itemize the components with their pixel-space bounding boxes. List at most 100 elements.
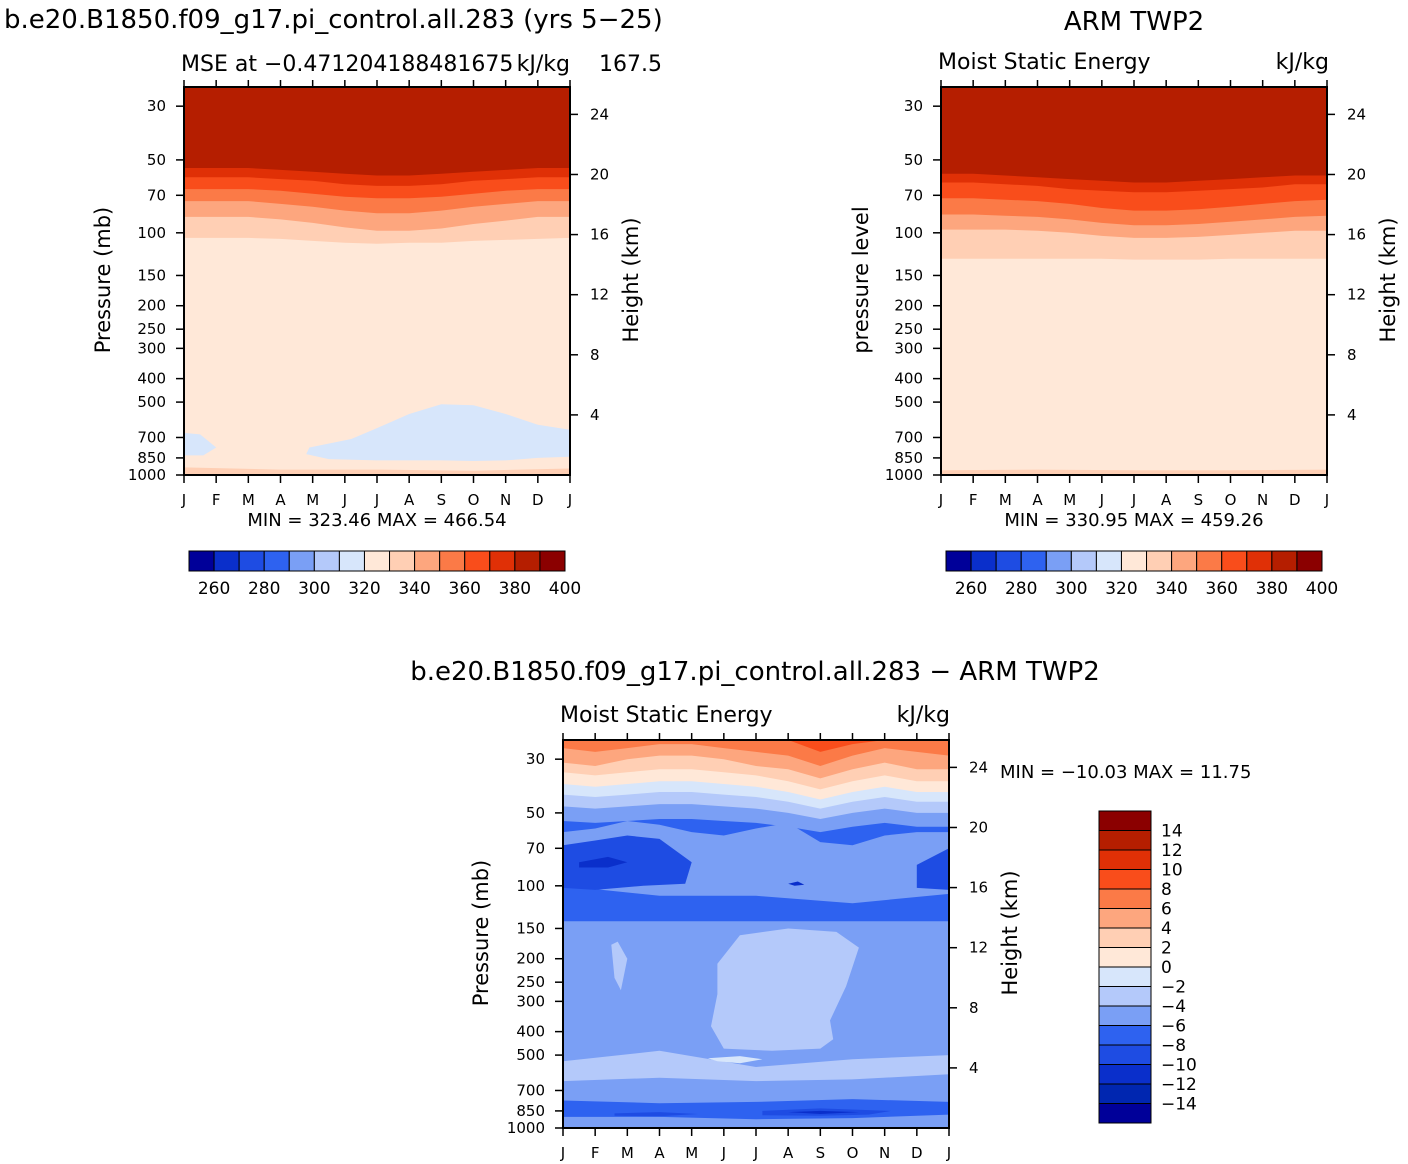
colorbar-box [1098, 927, 1152, 948]
colorbar-box [1070, 550, 1097, 572]
colorbar-box [188, 550, 215, 572]
colorbar-label: 340 [1155, 579, 1187, 599]
colorbar-box [1146, 550, 1173, 572]
month-tick-label: O [847, 1144, 859, 1162]
pressure-tick-label: 150 [894, 266, 923, 284]
contour-blob [563, 1050, 949, 1082]
pressure-tick-label: 500 [516, 1046, 545, 1064]
month-tick-label: J [946, 1144, 951, 1162]
contour-blob [711, 928, 859, 1051]
colorbar-box [414, 550, 441, 572]
colorbar-box [1020, 550, 1047, 572]
contour-blob [707, 1056, 763, 1064]
colorbar-label: 340 [398, 579, 430, 599]
pressure-tick-label: 300 [137, 339, 166, 357]
month-tick-label: A [1032, 491, 1043, 509]
colorbar-model: 260 280 300 320 340 360 380 400 [188, 550, 581, 599]
panel-diff-stats: MIN = −10.03 MAX = 11.75 [1000, 762, 1251, 783]
pressure-tick-label: 700 [894, 428, 923, 446]
colorbar-label: 280 [1005, 579, 1037, 599]
panel-obs-left-label: Moist Static Energy [938, 50, 1151, 75]
month-tick-label: N [500, 491, 511, 509]
contour-band-11 [563, 740, 949, 766]
month-tick-label: A [654, 1144, 665, 1162]
colorbar-box [945, 550, 972, 572]
panel-obs: ARM TWP2 Moist Static Energy kJ/kg 30 50 7… [849, 7, 1400, 599]
colorbar-label: −14 [1161, 1095, 1197, 1115]
contour-blob [563, 835, 692, 890]
colorbar-label: 6 [1161, 900, 1172, 920]
height-tick-label: 24 [590, 105, 609, 123]
contour-blob [184, 432, 217, 456]
contour-field [184, 87, 570, 475]
contour-blob [184, 467, 570, 475]
colorbar-label: 260 [955, 579, 987, 599]
height-tick-label: 12 [1347, 286, 1366, 304]
colorbar-label: 0 [1161, 958, 1172, 978]
month-tick-label: M [306, 491, 319, 509]
month-tick-label: M [242, 491, 255, 509]
colorbar-box [1098, 947, 1152, 968]
colorbar-label: −12 [1161, 1075, 1197, 1095]
month-tick-label: M [999, 491, 1012, 509]
colorbar-box [1098, 869, 1152, 890]
colorbar-box [1120, 550, 1148, 572]
colorbar-box [1098, 1044, 1152, 1065]
month-tick-label: J [567, 491, 572, 509]
month-tick-label: A [404, 491, 415, 509]
pressure-tick-label: 500 [137, 393, 166, 411]
colorbar-label: 400 [1306, 579, 1338, 599]
panel-diff-right-label: kJ/kg [897, 703, 950, 728]
contour-blob [916, 848, 949, 890]
pressure-tick-label: 30 [147, 97, 166, 115]
colorbar-box [1098, 1025, 1152, 1046]
month-tick-label: A [1161, 491, 1172, 509]
month-tick-label: D [911, 1144, 923, 1162]
colorbar-label: 320 [348, 579, 380, 599]
panel-diff-ylabel-right: Height (km) [998, 870, 1022, 995]
colorbar-label: 8 [1161, 880, 1172, 900]
month-tick-label: S [1194, 491, 1204, 509]
colorbar-box [288, 550, 315, 572]
panel-diff: b.e20.B1850.f09_g17.pi_control.all.283 −… [410, 657, 1251, 1162]
colorbar-box [1098, 810, 1152, 831]
colorbar-label: 360 [1206, 579, 1238, 599]
height-tick-label: 24 [1347, 105, 1366, 123]
colorbar-box [970, 550, 997, 572]
pressure-tick-label: 400 [516, 1023, 545, 1041]
panel-obs-title: ARM TWP2 [1064, 7, 1204, 37]
pressure-tick-label: 200 [137, 297, 166, 315]
panel-diff-ylabel: Pressure (mb) [469, 860, 493, 1007]
pressure-tick-label: 400 [894, 370, 923, 388]
height-tick-label: 4 [590, 406, 600, 424]
month-tick-label: J [374, 491, 379, 509]
pressure-tick-label: 400 [137, 370, 166, 388]
colorbar-box [439, 550, 466, 572]
contour-blob [614, 1112, 699, 1117]
month-tick-label: J [938, 491, 943, 509]
colorbar-label: 300 [298, 579, 330, 599]
height-tick-label: 4 [1347, 406, 1357, 424]
month-tick-label: F [591, 1144, 600, 1162]
pressure-tick-label: 850 [137, 449, 166, 467]
colorbar-box [1296, 550, 1323, 572]
contour-blob [563, 1121, 949, 1128]
colorbar-box [1271, 550, 1298, 572]
height-tick-label: 16 [590, 226, 609, 244]
colorbar-box [1098, 986, 1152, 1007]
pressure-tick-label: 250 [137, 320, 166, 338]
colorbar-box [1098, 1103, 1152, 1124]
pressure-tick-label: 50 [147, 151, 166, 169]
pressure-tick-label: 50 [526, 804, 545, 822]
contour-field [941, 87, 1327, 475]
colorbar-box [389, 550, 416, 572]
month-tick-label: M [621, 1144, 634, 1162]
pressure-tick-label: 1000 [885, 466, 923, 484]
colorbar-box [1098, 1005, 1152, 1026]
colorbar-label: 380 [499, 579, 531, 599]
colorbar-label: −8 [1161, 1036, 1186, 1056]
panel-model-left-label: MSE at −0.471204188481675 [181, 52, 513, 77]
